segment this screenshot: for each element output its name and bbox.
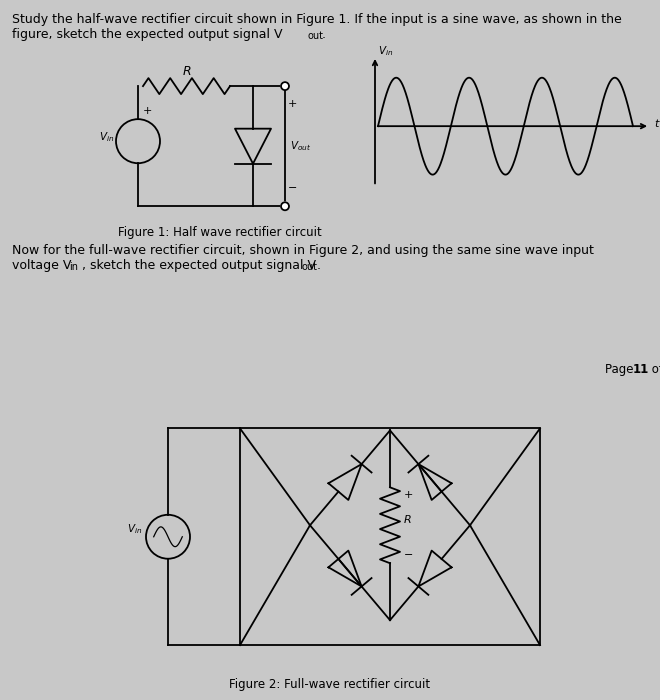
Text: Page: Page xyxy=(605,363,638,377)
Text: R: R xyxy=(182,65,191,78)
Text: −: − xyxy=(288,183,298,193)
Text: $V_{in}$: $V_{in}$ xyxy=(127,522,142,536)
Text: $V_{in}$: $V_{in}$ xyxy=(99,130,114,144)
Text: of: of xyxy=(648,363,660,377)
Text: R: R xyxy=(404,515,412,525)
Text: +: + xyxy=(288,99,298,109)
Text: figure, sketch the expected output signal V: figure, sketch the expected output signa… xyxy=(12,28,282,41)
Text: −: − xyxy=(404,550,413,560)
Text: , sketch the expected output signal V: , sketch the expected output signal V xyxy=(82,259,316,272)
Text: +: + xyxy=(404,490,413,500)
Text: +: + xyxy=(143,106,152,116)
Circle shape xyxy=(281,82,289,90)
Text: 11: 11 xyxy=(633,363,649,377)
Text: t: t xyxy=(654,119,659,130)
Text: $V_{out}$: $V_{out}$ xyxy=(290,139,312,153)
Text: .: . xyxy=(322,28,326,41)
Text: in: in xyxy=(69,262,78,272)
Bar xyxy=(240,428,540,645)
Text: Figure 2: Full-wave rectifier circuit: Figure 2: Full-wave rectifier circuit xyxy=(230,678,430,691)
Text: out: out xyxy=(302,262,318,272)
Text: $V_{in}$: $V_{in}$ xyxy=(378,44,393,58)
Text: Study the half-wave rectifier circuit shown in Figure 1. If the input is a sine : Study the half-wave rectifier circuit sh… xyxy=(12,13,622,26)
Text: Now for the full-wave rectifier circuit, shown in Figure 2, and using the same s: Now for the full-wave rectifier circuit,… xyxy=(12,244,594,258)
Text: .: . xyxy=(317,259,321,272)
Text: Figure 1: Half wave rectifier circuit: Figure 1: Half wave rectifier circuit xyxy=(118,226,322,239)
Circle shape xyxy=(281,202,289,210)
Text: voltage V: voltage V xyxy=(12,259,71,272)
Text: out: out xyxy=(308,31,324,41)
